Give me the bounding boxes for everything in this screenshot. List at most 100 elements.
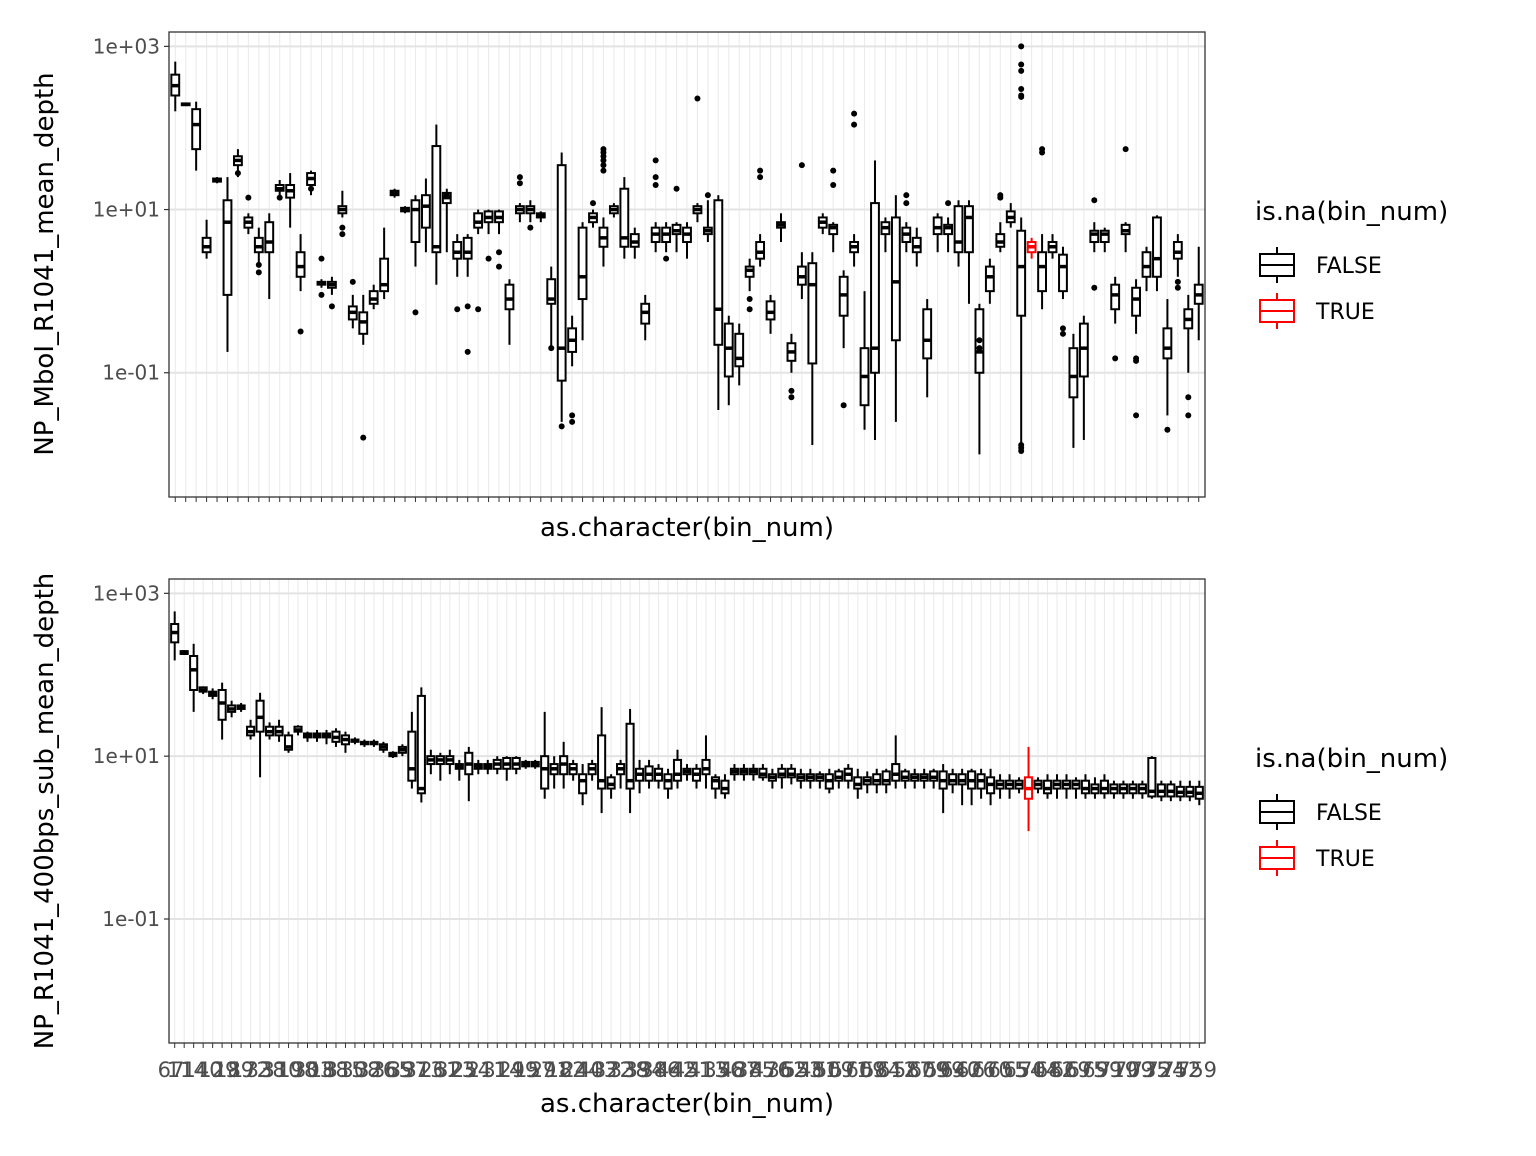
box-46 <box>606 774 616 799</box>
box-2 <box>189 643 199 712</box>
box-body <box>578 773 588 795</box>
box-44 <box>629 227 640 259</box>
box-48 <box>625 708 635 814</box>
box-30 <box>454 759 464 781</box>
x-tick-label: 129 <box>198 1058 238 1082</box>
box-89 <box>1014 777 1024 794</box>
outlier-point <box>600 153 607 160</box>
box-51 <box>702 192 713 243</box>
outlier-point <box>527 224 534 231</box>
top-panel: 1e+03 1e+01 1e-01 as.character(bin_num) NP_M… <box>30 31 1448 543</box>
x-tick-label: 719 <box>1098 1058 1138 1082</box>
box-body <box>283 734 294 751</box>
box-body <box>1016 229 1027 317</box>
box-101 <box>1128 780 1138 799</box>
box-body <box>189 654 199 691</box>
outlier-point <box>830 181 837 188</box>
x-tick-label: 386 <box>640 1058 680 1082</box>
outlier-point <box>757 167 764 174</box>
box-29 <box>473 209 484 313</box>
box-54 <box>734 323 745 386</box>
y-tick-label: 1e+03 <box>93 34 160 58</box>
box-64 <box>838 270 849 409</box>
box-body <box>881 770 891 786</box>
box-body <box>1147 756 1157 798</box>
box-52 <box>663 768 673 799</box>
box-43 <box>578 764 588 806</box>
outlier-point <box>694 95 701 102</box>
outlier-point <box>464 303 471 310</box>
x-tick-label: 413 <box>688 1058 728 1082</box>
box-30 <box>483 209 494 262</box>
box-21 <box>369 739 379 747</box>
box-36 <box>511 756 521 775</box>
box-41 <box>598 146 609 267</box>
box-body <box>1141 251 1152 278</box>
box-40 <box>588 200 598 228</box>
box-90 <box>1110 276 1121 362</box>
outlier-point <box>496 263 503 270</box>
outlier-point <box>840 402 847 409</box>
box-39 <box>577 222 588 341</box>
box-27 <box>426 749 436 775</box>
x-tick-label: 397 <box>388 1058 428 1082</box>
outlier-point <box>454 306 461 313</box>
outlier-point <box>443 192 450 199</box>
x-tick-label: 313 <box>404 1058 444 1082</box>
x-tick-label: 571 <box>830 1058 870 1082</box>
x-tick-label: 326 <box>356 1058 396 1082</box>
outlier-point <box>788 394 795 401</box>
box-45 <box>640 294 651 341</box>
y-axis-title: NP_MboI_R1041_mean_depth <box>30 72 60 455</box>
box-69 <box>824 768 834 794</box>
bottom-panel: 1e+031e+011e-016711414012918917233831019… <box>30 573 1448 1119</box>
box-49 <box>635 759 645 794</box>
x-tick-label: 640 <box>940 1058 980 1082</box>
legend-label-true: TRUE <box>1315 300 1375 325</box>
outlier-point <box>1059 330 1066 337</box>
outlier-point <box>339 224 346 231</box>
box-24 <box>420 178 431 253</box>
box-5 <box>217 682 227 740</box>
box-16 <box>337 190 348 238</box>
x-tick-label: 759 <box>1177 1058 1217 1082</box>
box-body <box>807 262 818 365</box>
box-77 <box>974 303 985 455</box>
legend-key-true <box>1259 293 1295 329</box>
box-body <box>619 187 630 248</box>
box-83 <box>957 768 967 806</box>
outlier-point <box>464 348 471 355</box>
outlier-point <box>1112 355 1119 362</box>
box-18 <box>340 731 351 753</box>
box-43 <box>619 177 630 259</box>
x-axis-title: as.character(bin_num) <box>540 1089 834 1119</box>
box-59 <box>729 764 739 781</box>
box-66 <box>859 291 870 430</box>
outlier-point <box>1059 325 1066 332</box>
x-tick-label: 198 <box>277 1058 317 1082</box>
box-58 <box>720 774 730 799</box>
box-62 <box>817 213 828 235</box>
x-tick-label: 114 <box>167 1058 207 1082</box>
box-105 <box>1166 780 1176 802</box>
box-1 <box>179 650 189 655</box>
box-body <box>462 236 473 260</box>
legend-title: is.na(bin_num) <box>1255 744 1448 774</box>
box-95 <box>1071 777 1081 799</box>
box-65 <box>786 764 796 785</box>
box-body <box>379 257 390 293</box>
box-body <box>1068 347 1079 399</box>
box-67 <box>870 160 880 440</box>
x-tick-label: 655 <box>988 1058 1028 1082</box>
box-57 <box>765 294 776 334</box>
box-16 <box>321 729 332 745</box>
box-body <box>1162 327 1173 360</box>
box-94 <box>1152 215 1162 292</box>
box-body <box>953 205 964 254</box>
box-27 <box>452 234 463 313</box>
outlier-point <box>1018 61 1025 68</box>
box-17 <box>331 728 341 747</box>
box-body <box>1037 251 1047 293</box>
x-tick-label: 709 <box>1114 1058 1154 1082</box>
